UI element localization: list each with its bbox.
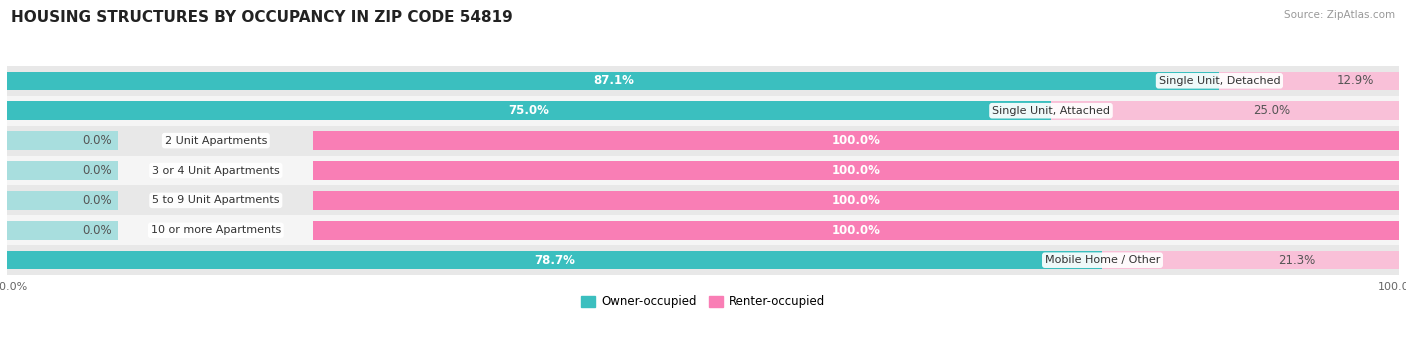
Text: Mobile Home / Other: Mobile Home / Other	[1045, 255, 1160, 265]
Bar	[7, 66, 1399, 96]
Text: 100.0%: 100.0%	[832, 134, 880, 147]
Bar	[7, 245, 1399, 275]
Text: HOUSING STRUCTURES BY OCCUPANCY IN ZIP CODE 54819: HOUSING STRUCTURES BY OCCUPANCY IN ZIP C…	[11, 10, 513, 25]
Bar	[7, 221, 118, 240]
Bar	[314, 221, 1399, 240]
Text: 87.1%: 87.1%	[593, 74, 634, 87]
Text: Single Unit, Detached: Single Unit, Detached	[1159, 76, 1281, 86]
Bar	[7, 155, 1399, 186]
Bar	[1102, 251, 1399, 269]
Text: 0.0%: 0.0%	[82, 194, 111, 207]
Text: 0.0%: 0.0%	[82, 224, 111, 237]
Bar	[314, 131, 1399, 150]
Bar	[1219, 72, 1399, 90]
Text: 21.3%: 21.3%	[1278, 254, 1316, 267]
Text: 100.0%: 100.0%	[832, 164, 880, 177]
Text: 3 or 4 Unit Apartments: 3 or 4 Unit Apartments	[152, 165, 280, 176]
Text: Source: ZipAtlas.com: Source: ZipAtlas.com	[1284, 10, 1395, 20]
Bar	[314, 161, 1399, 180]
Bar	[7, 101, 1052, 120]
Text: Single Unit, Attached: Single Unit, Attached	[993, 106, 1109, 116]
Bar	[7, 125, 1399, 155]
Text: 0.0%: 0.0%	[82, 134, 111, 147]
Text: 10 or more Apartments: 10 or more Apartments	[150, 225, 281, 235]
Text: 100.0%: 100.0%	[832, 224, 880, 237]
Bar	[7, 216, 1399, 245]
Text: 5 to 9 Unit Apartments: 5 to 9 Unit Apartments	[152, 195, 280, 205]
Text: 2 Unit Apartments: 2 Unit Apartments	[165, 136, 267, 146]
Bar	[7, 72, 1219, 90]
Bar	[314, 191, 1399, 210]
Bar	[7, 186, 1399, 216]
Text: 75.0%: 75.0%	[509, 104, 550, 117]
Legend: Owner-occupied, Renter-occupied: Owner-occupied, Renter-occupied	[576, 291, 830, 313]
Bar	[7, 191, 118, 210]
Text: 12.9%: 12.9%	[1337, 74, 1375, 87]
Text: 100.0%: 100.0%	[832, 194, 880, 207]
Bar	[7, 251, 1102, 269]
Bar	[7, 161, 118, 180]
Bar	[1052, 101, 1399, 120]
Text: 25.0%: 25.0%	[1253, 104, 1289, 117]
Text: 78.7%: 78.7%	[534, 254, 575, 267]
Bar	[7, 96, 1399, 125]
Bar	[7, 131, 118, 150]
Text: 0.0%: 0.0%	[82, 164, 111, 177]
